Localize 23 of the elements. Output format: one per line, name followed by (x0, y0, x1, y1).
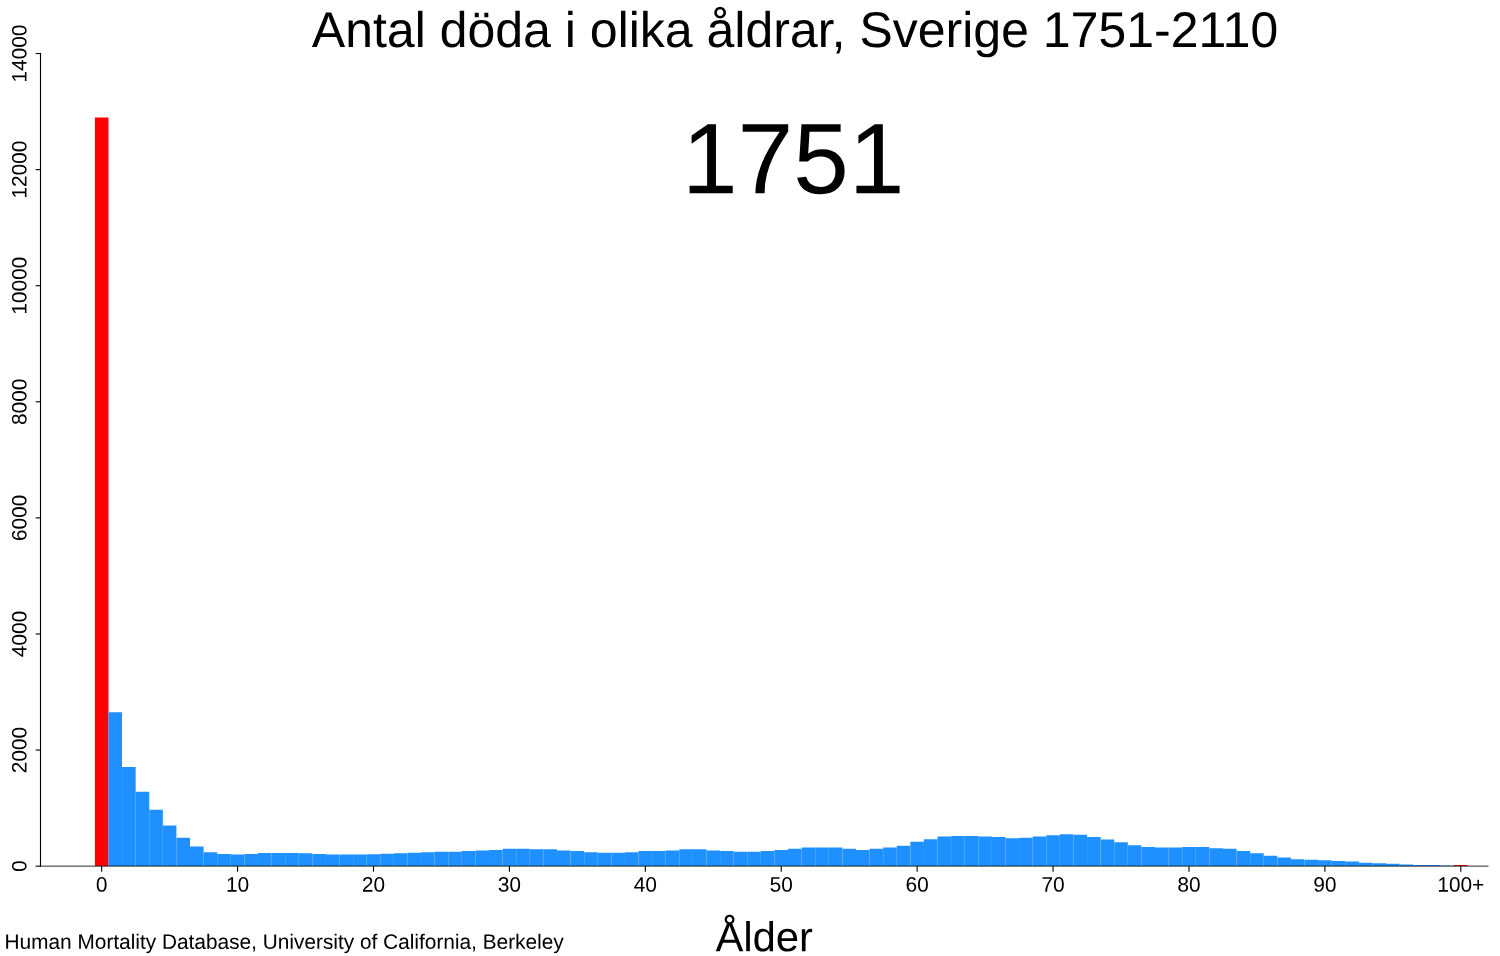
x-axis-title: Ålder (715, 914, 813, 952)
x-tick-label: 100+ (1438, 877, 1484, 892)
x-tick-label: 50 (770, 877, 793, 892)
y-tick-label: 8000 (11, 379, 27, 425)
x-tick-label: 40 (634, 877, 657, 892)
x-tick-label: 20 (362, 877, 385, 892)
x-tick-label: 30 (498, 877, 521, 892)
x-tick-label: 60 (906, 877, 928, 892)
y-tick-label: 12000 (11, 141, 27, 197)
y-tick-label: 4000 (11, 611, 27, 657)
x-tick-label: 0 (96, 877, 107, 892)
y-tick-label: 6000 (11, 495, 27, 540)
annotation: 1751 (689, 124, 900, 195)
x-tick-label: 70 (1042, 877, 1064, 892)
x-tick-label: 90 (1314, 877, 1336, 892)
y-tick-label: 0 (11, 861, 27, 872)
y-tick-label: 2000 (11, 727, 27, 773)
x-tick-label: 10 (227, 877, 249, 892)
x-tick-label: 80 (1178, 877, 1200, 892)
text: Human Mortality Database, University of California, Berkeley (6, 933, 564, 954)
y-tick-label: 10000 (11, 257, 27, 314)
y-tick-label: 14000 (11, 25, 27, 81)
chart-title: Antal döda i olika åldrar, Sverige 1751-2110 (311, 6, 1277, 58)
